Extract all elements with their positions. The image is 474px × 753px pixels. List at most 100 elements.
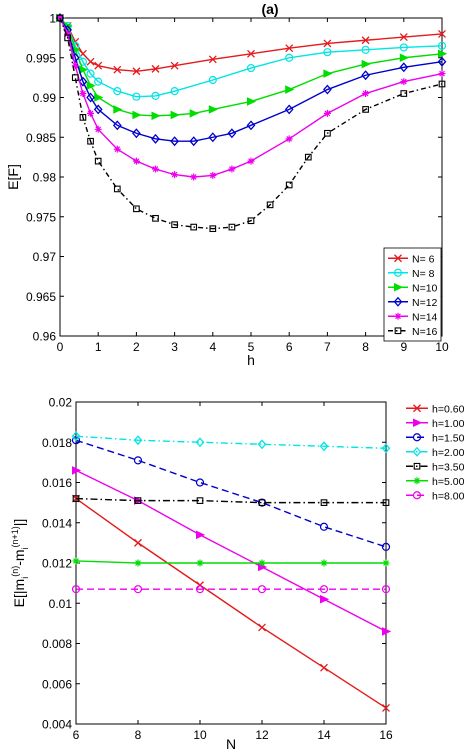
data-point xyxy=(196,530,206,540)
y-tick-label: 0.97 xyxy=(33,250,57,264)
panel-a: (a) 0 1 2 3 4 5 6 7 8 9 10 0.96 0.965 0.97 0.975 0.98 0.… xyxy=(5,1,449,368)
y-tick-label: 0.016 xyxy=(42,476,72,490)
legend-item: h=1.00 xyxy=(406,418,465,430)
data-point xyxy=(208,75,217,85)
data-point xyxy=(170,61,179,70)
legend-label: h=2.00 xyxy=(432,447,465,459)
x-tick-label: 16 xyxy=(379,728,393,742)
legend-item: h=1.50 xyxy=(406,432,465,444)
series-h2.00 xyxy=(71,431,391,454)
data-point xyxy=(438,49,448,59)
data-point xyxy=(400,78,408,86)
legend-label: N= 8 xyxy=(412,268,435,280)
data-point xyxy=(257,585,267,594)
data-point xyxy=(246,63,256,73)
data-point xyxy=(71,62,79,70)
data-point xyxy=(438,80,446,88)
series-n14 xyxy=(56,14,446,181)
series-line xyxy=(59,17,443,230)
data-point xyxy=(382,627,392,636)
y-tick-label: 0.02 xyxy=(49,396,73,410)
data-point xyxy=(323,39,332,48)
data-point xyxy=(247,49,255,58)
legend-marker xyxy=(412,446,422,457)
data-point xyxy=(79,90,87,98)
legend-box xyxy=(383,247,442,342)
data-point xyxy=(189,109,199,118)
series-n16 xyxy=(56,14,446,233)
data-point xyxy=(132,157,140,165)
y-tick-label: 0.004 xyxy=(42,718,72,732)
x-tick-label: 14 xyxy=(317,728,331,742)
y-tick-label: 0.012 xyxy=(42,557,72,571)
data-point xyxy=(86,69,95,78)
data-point xyxy=(190,223,198,231)
panel-b: 6 8 10 12 14 16 0.004 0.006 0.008 0.01 0.012 0.014 0… xyxy=(10,396,465,753)
legend-label: h=1.50 xyxy=(432,432,465,444)
legend-marker xyxy=(394,254,402,263)
legend-item: N=16 xyxy=(388,326,438,338)
data-point xyxy=(196,559,204,567)
data-point xyxy=(86,57,95,66)
data-point xyxy=(208,55,217,64)
legend-label: h=3.50 xyxy=(432,461,465,473)
legend-label: h=8.00 xyxy=(432,490,465,502)
data-point xyxy=(112,120,122,131)
data-point xyxy=(246,120,256,131)
data-point xyxy=(196,497,204,504)
legend-item: h=5.00 xyxy=(406,476,465,488)
legend-item: h=3.50 xyxy=(406,461,465,473)
data-point xyxy=(438,70,446,78)
legend-marker xyxy=(412,491,422,500)
legend-marker xyxy=(413,404,421,413)
legend-item: N= 8 xyxy=(388,268,435,280)
legend-label: h=1.00 xyxy=(432,418,465,430)
data-point xyxy=(195,478,205,487)
x-tick-label: 8 xyxy=(362,340,369,354)
y-label-b-middle: -m xyxy=(11,549,27,565)
data-point xyxy=(71,74,79,81)
x-tick-label: 10 xyxy=(435,340,449,354)
y-tick-label: 0.99 xyxy=(33,91,57,105)
data-point xyxy=(113,185,121,193)
data-point xyxy=(93,104,103,115)
legend-label: h=0.60 xyxy=(432,403,465,415)
data-point xyxy=(381,443,391,454)
data-point xyxy=(285,135,293,143)
data-point xyxy=(320,663,328,672)
data-point xyxy=(228,165,236,173)
data-point xyxy=(382,559,390,567)
data-point xyxy=(399,43,408,52)
data-point xyxy=(113,65,122,74)
data-point xyxy=(361,59,371,69)
data-point xyxy=(362,90,370,98)
x-tick-label: 8 xyxy=(135,728,142,742)
data-point xyxy=(132,110,142,120)
data-point xyxy=(94,157,102,165)
x-tick-label: 6 xyxy=(73,728,80,742)
data-point xyxy=(320,499,328,506)
data-point xyxy=(319,522,329,531)
y-label-b-prefix: E[|m xyxy=(11,579,27,608)
y-tick-label: 0.018 xyxy=(42,436,72,450)
y-tick-label: 0.98 xyxy=(33,171,57,185)
data-point xyxy=(94,61,103,70)
y-tick-label: 0.965 xyxy=(26,290,56,304)
x-tick-label: 2 xyxy=(133,340,140,354)
data-point xyxy=(71,431,81,442)
y-tick-label: 0.014 xyxy=(42,516,72,530)
x-tick-label: 5 xyxy=(248,340,255,354)
data-point xyxy=(247,157,255,165)
data-point xyxy=(399,53,409,63)
data-point xyxy=(133,585,143,594)
x-tick-label: 3 xyxy=(171,340,178,354)
data-point xyxy=(113,145,121,153)
x-tick-label: 6 xyxy=(286,340,293,354)
data-point xyxy=(323,48,332,57)
data-point xyxy=(133,435,143,446)
series-line xyxy=(75,560,386,564)
data-point xyxy=(134,559,142,567)
data-point xyxy=(152,165,159,173)
data-point xyxy=(399,33,408,42)
